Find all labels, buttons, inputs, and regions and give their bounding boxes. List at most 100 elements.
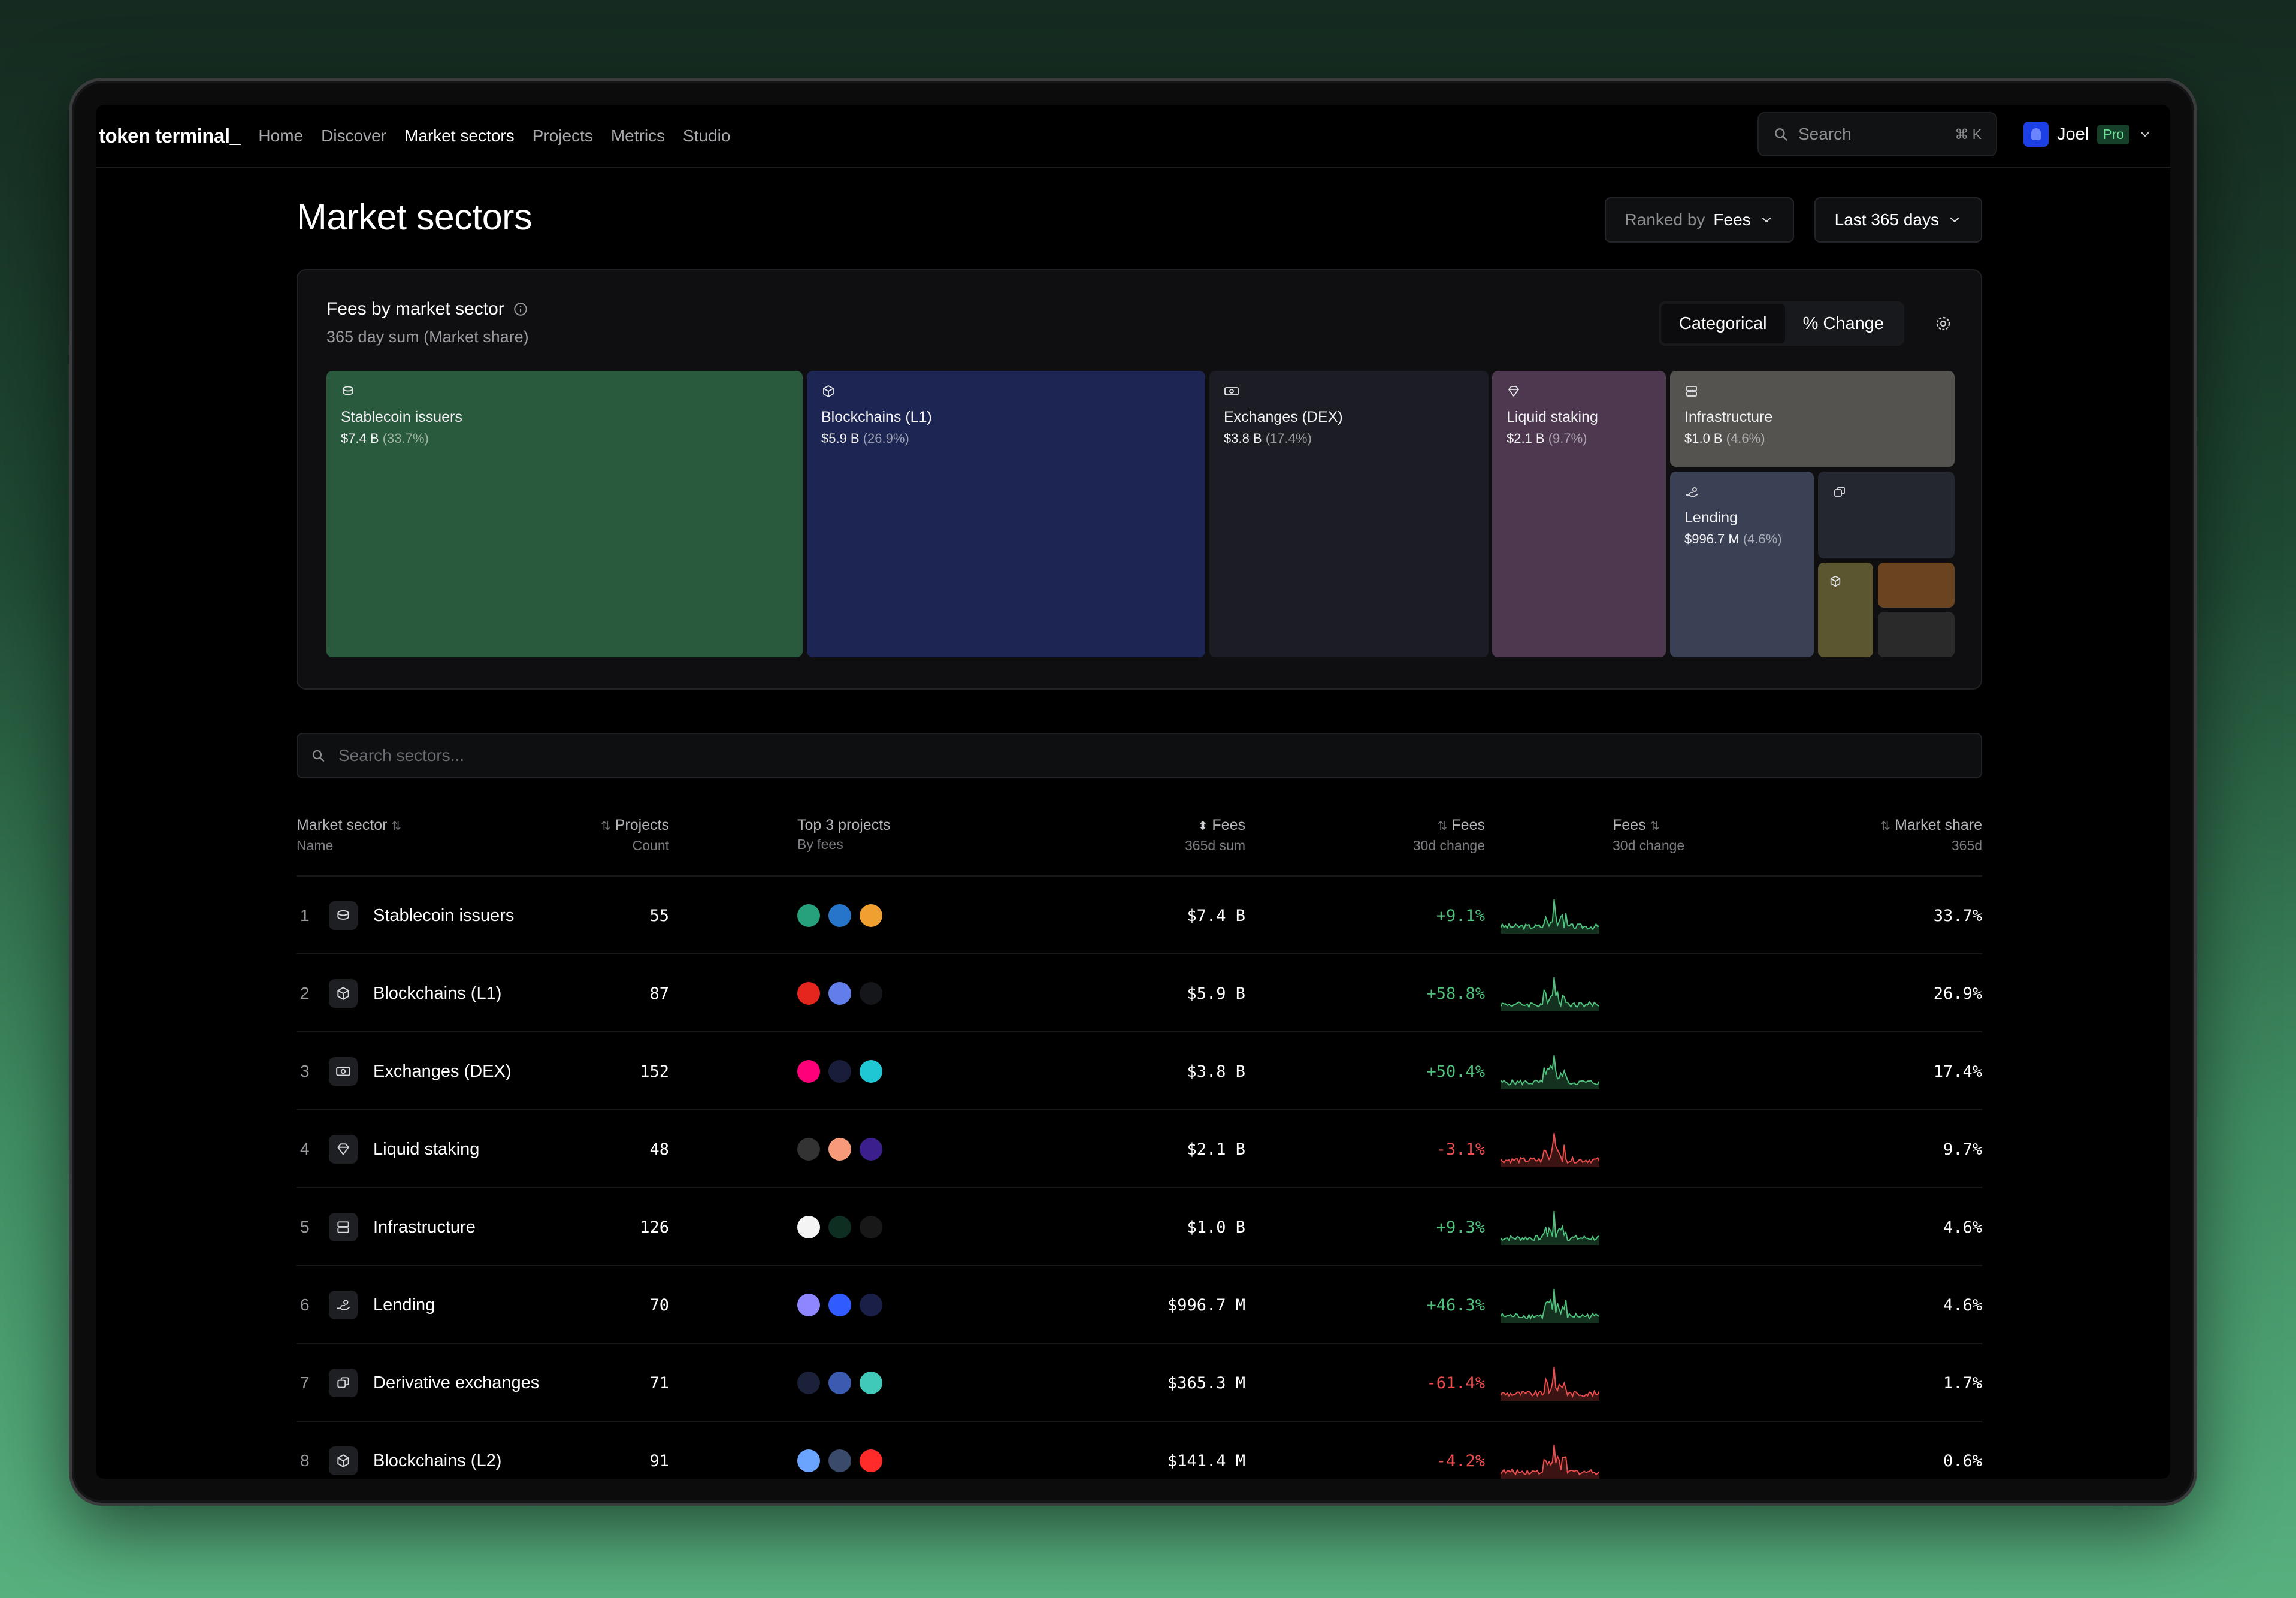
sector-name[interactable]: Lending [373, 1295, 435, 1315]
top-projects [797, 1422, 882, 1479]
fees-change: -4.2% [1436, 1451, 1485, 1470]
project-logo-icon[interactable] [797, 1449, 820, 1472]
gear-icon[interactable] [1934, 315, 1952, 333]
tile-other-a[interactable] [1878, 563, 1955, 608]
fees-change: -61.4% [1426, 1373, 1485, 1392]
col-fees-365d[interactable]: ⬍ Fees 365d sum [1184, 817, 1245, 853]
project-count: 48 [649, 1140, 669, 1159]
tile-other-b[interactable] [1878, 612, 1955, 657]
cube-icon [1830, 575, 1841, 587]
search-icon [312, 750, 325, 762]
col-projects-count[interactable]: ⇅ Projects Count [600, 817, 669, 853]
tile-derivative-exchanges[interactable] [1818, 472, 1955, 558]
table-row[interactable]: 4 Liquid staking 48 $2.1 B -3.1% 9.7% [297, 1109, 1982, 1187]
col-market-share[interactable]: ⇅ Market share 365d [1880, 817, 1982, 853]
banknote-icon [329, 1057, 358, 1086]
project-logo-icon[interactable] [860, 1294, 882, 1316]
sector-name[interactable]: Blockchains (L2) [373, 1451, 502, 1470]
top-projects [797, 1266, 882, 1344]
project-logo-icon[interactable] [797, 1060, 820, 1083]
table-row[interactable]: 5 Infrastructure 126 $1.0 B +9.3% 4.6% [297, 1187, 1982, 1265]
tile-blockchains-l1[interactable]: Blockchains (L1) $5.9 B (26.9%) [807, 371, 1205, 657]
top-projects [797, 1344, 882, 1422]
project-logo-icon[interactable] [828, 982, 851, 1005]
tile-blockchains-l2[interactable] [1818, 563, 1873, 657]
project-logo-icon[interactable] [860, 904, 882, 927]
brand-logo[interactable]: token terminal_ [99, 125, 241, 147]
project-logo-icon[interactable] [860, 982, 882, 1005]
table-header: Market sector ⇅ Name ⇅ Projects Count To… [297, 815, 1982, 866]
nav-link-projects[interactable]: Projects [532, 126, 593, 145]
project-logo-icon[interactable] [860, 1216, 882, 1238]
app-screen: token terminal_ Home Discover Market sec… [96, 105, 2170, 1479]
table-row[interactable]: 1 Stablecoin issuers 55 $7.4 B +9.1% 33.… [297, 875, 1982, 953]
info-icon[interactable] [513, 301, 528, 317]
project-logo-icon[interactable] [828, 1372, 851, 1394]
fees-change: +58.8% [1426, 984, 1485, 1003]
ranked-by-dropdown[interactable]: Ranked by Fees [1604, 197, 1794, 243]
page-title: Market sectors [297, 197, 533, 237]
global-search[interactable]: Search ⌘ K [1757, 112, 1997, 156]
project-logo-icon[interactable] [828, 1138, 851, 1161]
nav-link-home[interactable]: Home [258, 126, 304, 145]
ranked-by-label: Ranked by [1625, 210, 1705, 229]
project-logo-icon[interactable] [860, 1372, 882, 1394]
project-logo-icon[interactable] [797, 1294, 820, 1316]
project-logo-icon[interactable] [860, 1138, 882, 1161]
fees-sparkline [1501, 1366, 1599, 1401]
top-projects [797, 1032, 882, 1110]
market-share: 1.7% [1943, 1373, 1982, 1392]
project-logo-icon[interactable] [797, 1372, 820, 1394]
tile-exchanges-dex[interactable]: Exchanges (DEX) $3.8 B (17.4%) [1209, 371, 1489, 657]
table-row[interactable]: 3 Exchanges (DEX) 152 $3.8 B +50.4% 17.4… [297, 1031, 1982, 1109]
sector-name[interactable]: Liquid staking [373, 1139, 480, 1159]
table-row[interactable]: 2 Blockchains (L1) 87 $5.9 B +58.8% 26.9… [297, 953, 1982, 1031]
server-icon [329, 1213, 358, 1241]
project-logo-icon[interactable] [828, 1449, 851, 1472]
tile-lending[interactable]: Lending $996.7 M (4.6%) [1670, 472, 1814, 657]
table-row[interactable]: 7 Derivative exchanges 71 $365.3 M -61.4… [297, 1343, 1982, 1421]
col-fees-sparkline[interactable]: Fees ⇅ 30d change [1613, 817, 1685, 853]
cube-icon [329, 1446, 358, 1475]
project-logo-icon[interactable] [860, 1449, 882, 1472]
project-logo-icon[interactable] [797, 982, 820, 1005]
nav-link-studio[interactable]: Studio [683, 126, 731, 145]
tile-label: Liquid staking [1507, 409, 1598, 425]
period-dropdown[interactable]: Last 365 days [1814, 197, 1982, 243]
user-menu[interactable]: Joel Pro [2023, 122, 2152, 147]
market-share: 4.6% [1943, 1218, 1982, 1237]
nav-link-metrics[interactable]: Metrics [610, 126, 665, 145]
sector-name[interactable]: Exchanges (DEX) [373, 1061, 512, 1081]
col-market-sector[interactable]: Market sector ⇅ Name [297, 817, 402, 853]
tile-value: $996.7 M (4.6%) [1684, 531, 1782, 546]
row-rank: 6 [300, 1295, 310, 1314]
tile-label: Stablecoin issuers [341, 409, 462, 425]
project-logo-icon[interactable] [797, 904, 820, 927]
tile-liquid-staking[interactable]: Liquid staking $2.1 B (9.7%) [1492, 371, 1666, 657]
tile-value: $2.1 B (9.7%) [1507, 431, 1587, 446]
project-logo-icon[interactable] [860, 1060, 882, 1083]
table-row[interactable]: 8 Blockchains (L2) 91 $141.4 M -4.2% 0.6… [297, 1421, 1982, 1479]
fees-sparkline [1501, 1444, 1599, 1479]
mode-categorical[interactable]: Categorical [1660, 304, 1785, 343]
sector-name[interactable]: Stablecoin issuers [373, 905, 515, 925]
sector-name[interactable]: Blockchains (L1) [373, 983, 502, 1003]
sector-search-input[interactable]: Search sectors... [297, 733, 1982, 778]
col-fees-change[interactable]: ⇅ Fees 30d change [1412, 817, 1485, 853]
mode-percent-change[interactable]: % Change [1802, 313, 1884, 333]
project-logo-icon[interactable] [828, 904, 851, 927]
project-logo-icon[interactable] [797, 1216, 820, 1238]
project-logo-icon[interactable] [828, 1294, 851, 1316]
table-row[interactable]: 6 Lending 70 $996.7 M +46.3% 4.6% [297, 1265, 1982, 1343]
project-logo-icon[interactable] [828, 1216, 851, 1238]
sector-name[interactable]: Infrastructure [373, 1217, 476, 1237]
project-logo-icon[interactable] [828, 1060, 851, 1083]
project-logo-icon[interactable] [797, 1138, 820, 1161]
tile-stablecoin-issuers[interactable]: Stablecoin issuers $7.4 B (33.7%) [326, 371, 803, 657]
tile-infrastructure[interactable]: Infrastructure $1.0 B (4.6%) [1670, 371, 1955, 467]
nav-link-discover[interactable]: Discover [321, 126, 387, 145]
coin-stack-icon [343, 386, 353, 395]
top-projects [797, 954, 882, 1032]
sector-name[interactable]: Derivative exchanges [373, 1373, 540, 1392]
nav-link-market-sectors[interactable]: Market sectors [404, 126, 515, 145]
